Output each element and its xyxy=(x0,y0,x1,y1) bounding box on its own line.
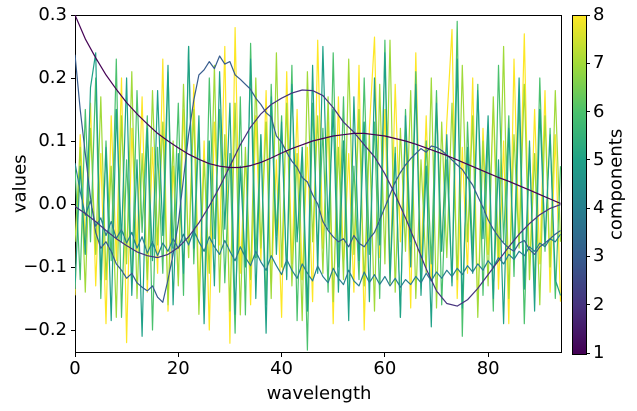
series-line-component-2 xyxy=(75,89,561,307)
x-tick-label: 80 xyxy=(476,358,500,379)
colorbar xyxy=(572,15,587,355)
y-tick-mark xyxy=(71,203,75,205)
colorbar-label: components xyxy=(605,128,627,240)
y-tick-mark xyxy=(71,329,75,331)
colorbar-tick-label: 4 xyxy=(593,197,605,219)
y-tick-mark xyxy=(71,140,75,142)
y-tick-label: 0.1 xyxy=(38,130,67,151)
colorbar-tick-mark xyxy=(587,352,590,354)
series-line-component-7 xyxy=(75,39,562,322)
series-line-component-1 xyxy=(75,15,561,204)
x-tick-mark xyxy=(384,353,386,357)
colorbar-tick-mark xyxy=(587,304,590,306)
y-tick-label: 0.3 xyxy=(38,4,67,25)
series-line-component-3 xyxy=(75,54,561,303)
y-axis-label: values xyxy=(9,154,31,214)
x-axis-label: wavelength xyxy=(266,383,372,404)
x-tick-mark xyxy=(74,353,76,357)
colorbar-tick-mark xyxy=(587,159,590,161)
y-tick-mark xyxy=(71,77,75,79)
colorbar-tick-mark xyxy=(587,62,590,64)
x-tick-label: 60 xyxy=(373,358,397,379)
series-line-component-6 xyxy=(75,20,562,351)
colorbar-tick-label: 3 xyxy=(593,245,605,267)
series-line-component-4 xyxy=(75,162,561,288)
colorbar-tick-mark xyxy=(587,255,590,257)
series-line-component-8 xyxy=(75,27,562,344)
colorbar-tick-label: 7 xyxy=(593,52,605,74)
colorbar-tick-mark xyxy=(587,14,590,16)
y-tick-label: −0.1 xyxy=(23,256,67,277)
y-tick-label: −0.2 xyxy=(23,319,67,340)
x-tick-label: 40 xyxy=(270,358,294,379)
colorbar-tick-mark xyxy=(587,207,590,209)
line-series-canvas xyxy=(75,15,562,353)
x-tick-mark xyxy=(177,353,179,357)
x-tick-label: 0 xyxy=(69,358,81,379)
x-tick-label: 20 xyxy=(166,358,190,379)
y-tick-mark xyxy=(71,14,75,16)
colorbar-tick-label: 5 xyxy=(593,148,605,170)
colorbar-tick-label: 6 xyxy=(593,100,605,122)
colorbar-tick-label: 8 xyxy=(593,4,605,25)
y-tick-label: 0.2 xyxy=(38,67,67,88)
y-tick-mark xyxy=(71,266,75,268)
series-line-component-5 xyxy=(75,45,562,337)
x-tick-mark xyxy=(487,353,489,357)
colorbar-tick-label: 2 xyxy=(593,293,605,315)
colorbar-tick-mark xyxy=(587,111,590,113)
colorbar-tick-label: 1 xyxy=(593,342,605,363)
y-tick-label: 0.0 xyxy=(38,193,67,214)
x-tick-mark xyxy=(281,353,283,357)
